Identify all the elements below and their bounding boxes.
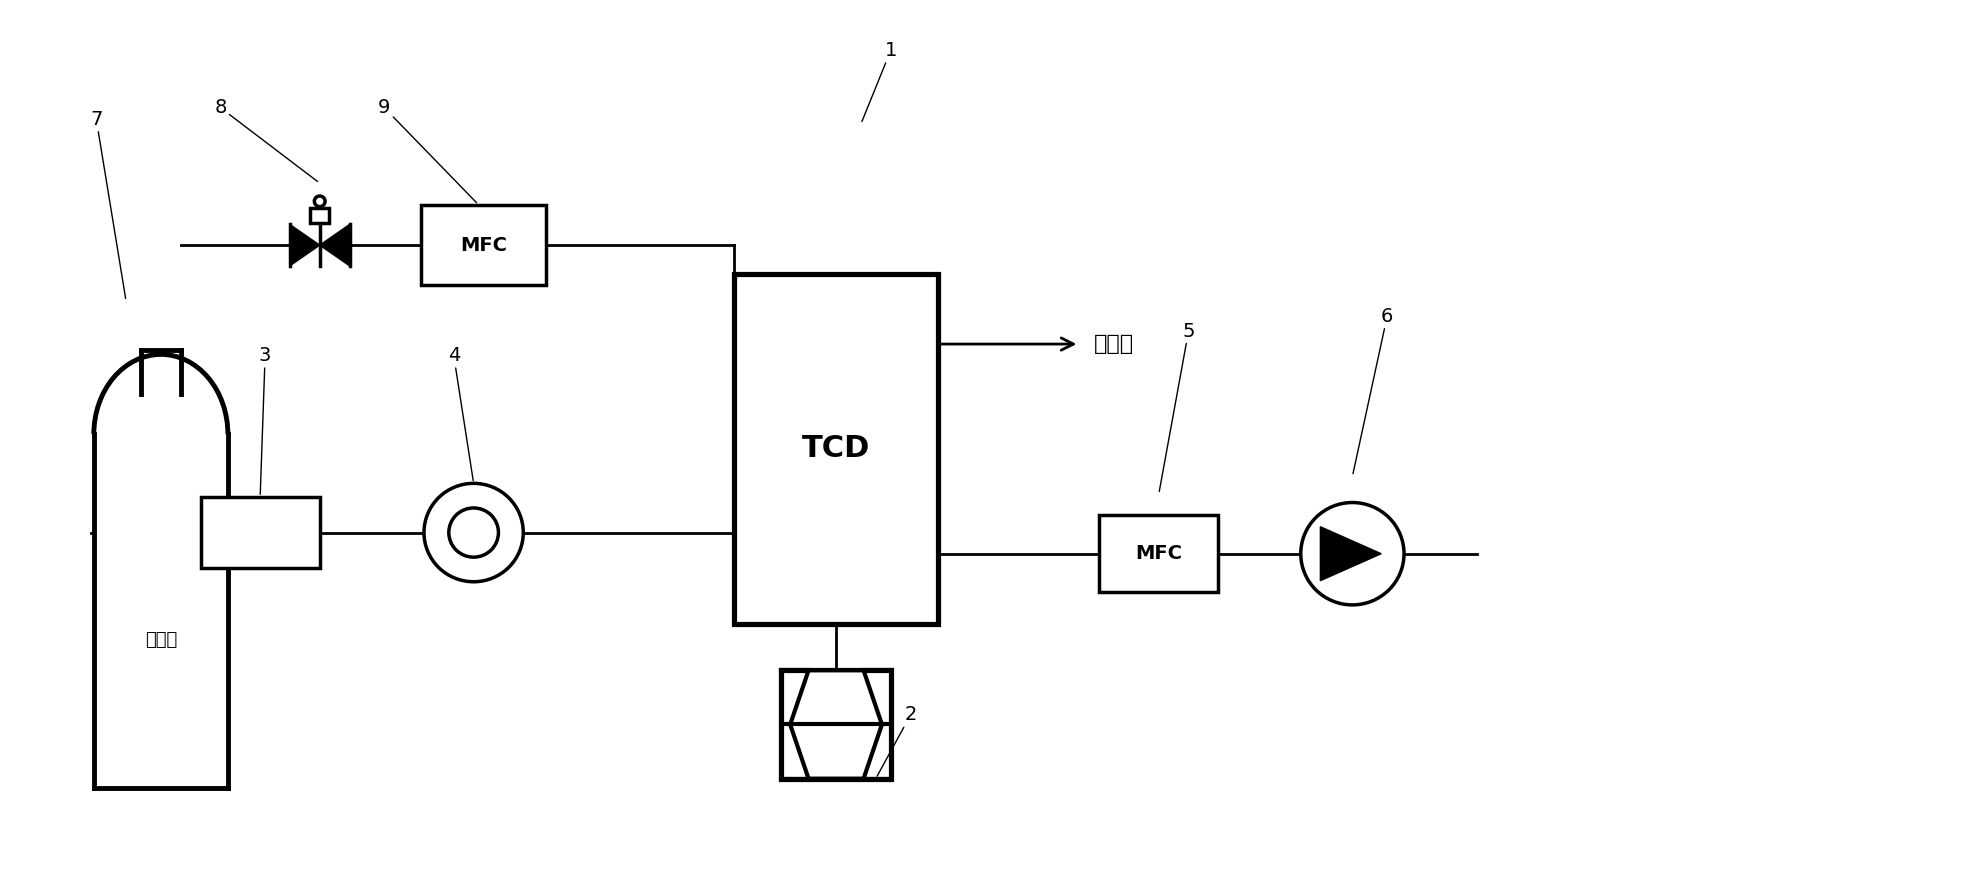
Circle shape [423,484,524,582]
Bar [782,670,890,779]
Polygon shape [319,225,350,266]
Polygon shape [95,434,228,789]
Circle shape [1302,502,1404,605]
Text: TCD: TCD [801,434,870,463]
Bar [1099,515,1219,592]
Text: MFC: MFC [1136,545,1181,563]
Polygon shape [790,670,882,779]
Polygon shape [1321,527,1380,581]
Text: 3: 3 [258,347,272,494]
Text: 1: 1 [862,41,896,121]
Text: 5: 5 [1160,322,1195,492]
Circle shape [315,196,325,207]
Text: 6: 6 [1353,307,1394,474]
Text: 参比气: 参比气 [1095,334,1134,354]
Text: MFC: MFC [461,236,508,255]
Text: 7: 7 [91,110,126,299]
Circle shape [449,508,498,557]
Text: 8: 8 [215,98,317,181]
Bar [201,497,319,568]
Bar [734,274,937,623]
Text: 9: 9 [378,98,476,202]
Bar [421,205,545,286]
Polygon shape [289,225,319,266]
Bar [309,209,329,223]
Text: 参比气: 参比气 [146,630,177,649]
Text: 4: 4 [447,347,473,481]
Text: 2: 2 [876,705,918,776]
